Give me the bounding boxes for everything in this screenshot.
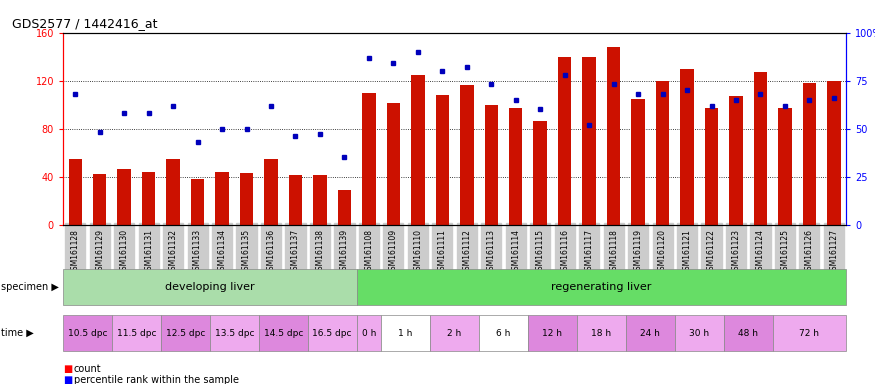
Bar	[778, 108, 792, 225]
Bar	[656, 81, 669, 225]
Bar	[485, 105, 498, 225]
Bar	[313, 175, 326, 225]
Text: 11.5 dpc: 11.5 dpc	[116, 329, 156, 338]
Bar	[362, 93, 375, 225]
Text: ■: ■	[63, 375, 73, 384]
Bar	[93, 174, 107, 225]
Text: 24 h: 24 h	[640, 329, 661, 338]
Bar	[583, 56, 596, 225]
Text: percentile rank within the sample: percentile rank within the sample	[74, 375, 239, 384]
Text: 14.5 dpc: 14.5 dpc	[263, 329, 303, 338]
Bar	[264, 159, 277, 225]
Bar	[632, 99, 645, 225]
Bar	[166, 159, 180, 225]
Text: 48 h: 48 h	[738, 329, 759, 338]
Text: 13.5 dpc: 13.5 dpc	[214, 329, 254, 338]
Text: 2 h: 2 h	[447, 329, 462, 338]
Bar	[411, 74, 424, 225]
Text: 72 h: 72 h	[800, 329, 819, 338]
Text: ■: ■	[63, 364, 73, 374]
Bar	[534, 121, 547, 225]
Bar	[802, 83, 816, 225]
Bar	[729, 96, 743, 225]
Text: 10.5 dpc: 10.5 dpc	[67, 329, 108, 338]
Bar	[387, 103, 400, 225]
Bar	[338, 190, 351, 225]
Text: count: count	[74, 364, 102, 374]
Bar	[289, 175, 302, 225]
Text: 1 h: 1 h	[398, 329, 413, 338]
Bar	[460, 86, 473, 225]
Text: 6 h: 6 h	[496, 329, 511, 338]
Bar	[607, 47, 620, 225]
Bar	[681, 69, 694, 225]
Bar	[436, 95, 449, 225]
Bar	[753, 72, 767, 225]
Text: 18 h: 18 h	[592, 329, 612, 338]
Bar	[68, 159, 82, 225]
Text: specimen ▶: specimen ▶	[1, 282, 59, 292]
Bar	[558, 56, 571, 225]
Bar	[509, 108, 522, 225]
Text: developing liver: developing liver	[165, 282, 255, 292]
Text: 12 h: 12 h	[542, 329, 563, 338]
Text: GDS2577 / 1442416_at: GDS2577 / 1442416_at	[12, 17, 157, 30]
Bar	[240, 173, 253, 225]
Bar	[142, 172, 156, 225]
Text: time ▶: time ▶	[1, 328, 33, 338]
Bar	[704, 108, 718, 225]
Text: 0 h: 0 h	[361, 329, 376, 338]
Text: regenerating liver: regenerating liver	[551, 282, 652, 292]
Text: 30 h: 30 h	[690, 329, 710, 338]
Bar	[215, 172, 228, 225]
Text: 12.5 dpc: 12.5 dpc	[165, 329, 205, 338]
Bar	[117, 169, 131, 225]
Bar	[191, 179, 205, 225]
Text: 16.5 dpc: 16.5 dpc	[312, 329, 352, 338]
Bar	[827, 81, 841, 225]
